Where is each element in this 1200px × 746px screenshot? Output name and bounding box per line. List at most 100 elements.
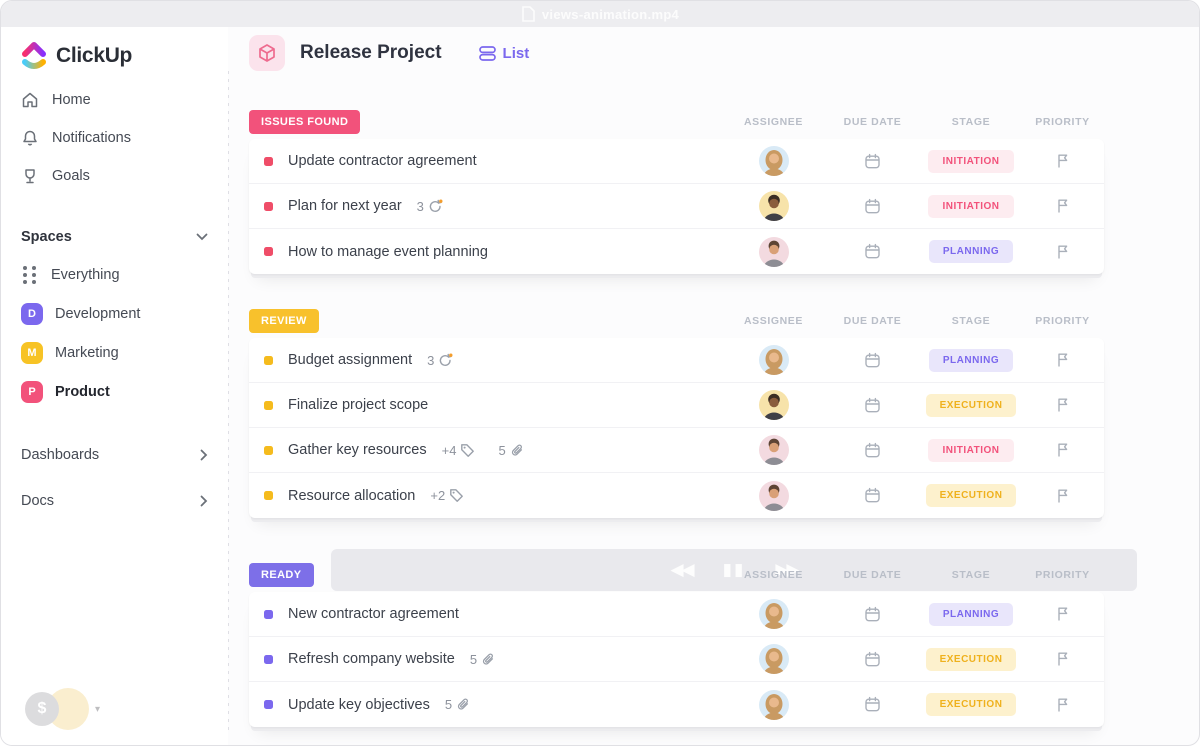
assignee-avatar[interactable] [758, 599, 789, 629]
task-title[interactable]: Update contractor agreement [288, 153, 477, 169]
assignee-avatar[interactable] [758, 236, 789, 267]
assignee-avatar[interactable] [758, 191, 789, 221]
stage-pill[interactable]: INITIATION [928, 194, 1014, 218]
assignee-avatar[interactable] [758, 480, 789, 511]
stage-pill[interactable]: EXECUTION [925, 393, 1017, 417]
page-title: Release Project [300, 42, 442, 63]
due-date-calendar-icon[interactable] [864, 487, 881, 504]
due-date-calendar-icon[interactable] [864, 696, 881, 713]
task-title[interactable]: Finalize project scope [288, 397, 429, 413]
stage-pill[interactable]: PLANNING [928, 240, 1014, 263]
group-header: READY ASSIGNEE DUE DATE STAGE PRIORITY [249, 558, 1104, 592]
sidebar-item-dashboards[interactable]: Dashboards [1, 437, 228, 473]
sidebar-divider [228, 71, 229, 731]
stage-pill[interactable]: EXECUTION [925, 647, 1017, 671]
task-title[interactable]: New contractor agreement [288, 606, 459, 622]
stage-pill[interactable]: PLANNING [928, 348, 1014, 372]
task-title[interactable]: Budget assignment [288, 352, 413, 368]
credits-widget[interactable]: $ ▾ [25, 687, 100, 731]
column-header-priority: PRIORITY [1035, 315, 1090, 327]
group-badge-ready[interactable]: READY [249, 563, 314, 587]
stage-pill[interactable]: EXECUTION [925, 484, 1017, 507]
column-header-stage: STAGE [951, 315, 991, 327]
assignee-avatar[interactable] [758, 689, 789, 720]
tag-icon [450, 489, 464, 502]
priority-flag-icon[interactable] [1055, 697, 1071, 713]
task-row[interactable]: Gather key resources +4 5 [249, 428, 1104, 473]
assignee-avatar[interactable] [758, 345, 789, 375]
stage-pill[interactable]: EXECUTION [925, 693, 1017, 716]
priority-flag-icon[interactable] [1055, 397, 1071, 413]
priority-flag-icon[interactable] [1055, 442, 1071, 458]
home-icon [22, 92, 38, 108]
spaces-section-header[interactable]: Spaces [1, 219, 228, 255]
group-badge-review[interactable]: REVIEW [249, 309, 319, 333]
comment-count[interactable]: 3 [417, 199, 443, 214]
task-row[interactable]: Update contractor agreement INITIATION [249, 139, 1104, 184]
priority-flag-icon[interactable] [1055, 488, 1071, 504]
task-title[interactable]: Gather key resources [288, 442, 427, 458]
task-row[interactable]: New contractor agreement PLANNING [249, 592, 1104, 637]
due-date-calendar-icon[interactable] [864, 352, 881, 369]
column-header-assignee: ASSIGNEE [743, 569, 804, 581]
attachment-count[interactable]: 5 [470, 652, 496, 667]
tab-list-view[interactable]: List [478, 45, 529, 62]
assignee-avatar[interactable] [758, 390, 789, 420]
tag-count[interactable]: +2 [430, 488, 464, 503]
sidebar-item-goals[interactable]: Goals [1, 157, 228, 195]
task-title[interactable]: Resource allocation [288, 487, 416, 504]
sidebar-item-home[interactable]: Home [1, 81, 228, 119]
file-icon [522, 6, 535, 22]
stage-pill[interactable]: INITIATION [928, 438, 1014, 462]
project-cube-icon[interactable] [249, 35, 285, 71]
fast-forward-icon[interactable]: ▶▶ [775, 560, 799, 579]
task-row[interactable]: How to manage event planning PLANNING [249, 229, 1104, 274]
due-date-calendar-icon[interactable] [864, 243, 881, 260]
due-date-calendar-icon[interactable] [864, 651, 881, 668]
task-title[interactable]: Update key objectives [288, 696, 430, 713]
task-row[interactable]: Budget assignment 3 [249, 338, 1104, 383]
sidebar-item-notifications[interactable]: Notifications [1, 119, 228, 157]
sidebar-item-label: Goals [52, 168, 90, 184]
attachment-count[interactable]: 5 [498, 443, 524, 458]
sidebar-item-marketing[interactable]: M Marketing [1, 333, 228, 372]
priority-flag-icon[interactable] [1055, 606, 1071, 622]
group-badge-issues-found[interactable]: ISSUES FOUND [249, 110, 361, 134]
tag-count[interactable]: +4 [442, 443, 476, 458]
due-date-calendar-icon[interactable] [864, 198, 881, 215]
priority-flag-icon[interactable] [1055, 244, 1071, 260]
due-date-calendar-icon[interactable] [864, 397, 881, 414]
priority-flag-icon[interactable] [1055, 153, 1071, 169]
rewind-icon[interactable]: ◀◀ [670, 560, 694, 579]
due-date-calendar-icon[interactable] [864, 606, 881, 623]
attachment-count[interactable]: 5 [445, 697, 471, 712]
assignee-avatar[interactable] [758, 644, 789, 674]
sidebar-item-docs[interactable]: Docs [1, 483, 228, 519]
sidebar-item-everything[interactable]: Everything [1, 255, 228, 294]
comment-count[interactable]: 3 [427, 353, 453, 368]
stage-pill[interactable]: INITIATION [928, 149, 1014, 173]
clickup-logo[interactable]: ClickUp [1, 37, 228, 81]
task-title[interactable]: Plan for next year [288, 198, 402, 214]
task-row[interactable]: Refresh company website 5 EXECUTION [249, 637, 1104, 682]
due-date-calendar-icon[interactable] [864, 153, 881, 170]
sidebar-item-product[interactable]: P Product [1, 372, 228, 411]
task-title[interactable]: Refresh company website [288, 651, 455, 667]
stage-pill[interactable]: PLANNING [928, 602, 1014, 626]
task-row[interactable]: Update key objectives 5 EXECUTION [249, 682, 1104, 727]
assignee-avatar[interactable] [758, 146, 789, 176]
sidebar-item-development[interactable]: D Development [1, 294, 228, 333]
task-row[interactable]: Finalize project scope EXECUTION [249, 383, 1104, 428]
pause-icon[interactable]: ▮▮ [722, 560, 746, 579]
task-row[interactable]: Resource allocation +2 EXECUTION [249, 473, 1104, 518]
assignee-avatar[interactable] [758, 435, 789, 465]
priority-flag-icon[interactable] [1055, 352, 1071, 368]
due-date-calendar-icon[interactable] [864, 442, 881, 459]
priority-flag-icon[interactable] [1055, 198, 1071, 214]
priority-flag-icon[interactable] [1055, 651, 1071, 667]
task-row[interactable]: Plan for next year 3 [249, 184, 1104, 229]
task-title[interactable]: How to manage event planning [288, 243, 488, 260]
dashboards-label: Dashboards [21, 447, 100, 463]
column-header-priority: PRIORITY [1035, 116, 1090, 128]
